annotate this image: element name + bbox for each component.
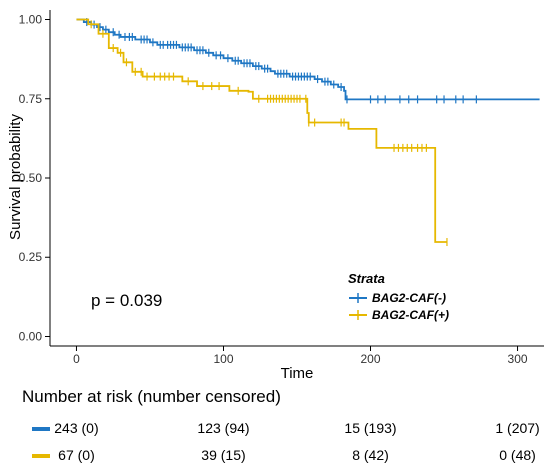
risk-cell: 15 (193) (344, 420, 397, 436)
risk-cell: 243 (0) (54, 420, 99, 436)
legend-entry-1: BAG2-CAF(+) (349, 308, 449, 322)
risk-cell: 67 (0) (58, 447, 95, 463)
risk-row-swatch-1 (32, 454, 50, 458)
x-tick-label: 300 (508, 352, 528, 366)
legend: Strata BAG2-CAF(-) BAG2-CAF(+) (348, 271, 449, 322)
plot-area: 0.00 0.25 0.50 0.75 1.00 0 100 200 300 (19, 10, 544, 366)
km-curve-series-0 (76, 18, 540, 101)
x-axis-label: Time (281, 365, 314, 382)
risk-row-swatch-0 (32, 427, 50, 431)
y-tick-label: 1.00 (19, 13, 43, 27)
risk-cell: 1 (207) (495, 420, 540, 436)
x-tick-label: 0 (73, 352, 80, 366)
km-curve-series-1 (76, 18, 447, 243)
risk-cell: 8 (42) (352, 447, 389, 463)
legend-label-1: BAG2-CAF(+) (372, 308, 449, 322)
legend-title: Strata (348, 271, 385, 286)
risk-table-row-0: 243 (0) 123 (94) 15 (193) 1 (207) (0, 419, 550, 439)
x-tick-label: 100 (213, 352, 233, 366)
legend-entry-0: BAG2-CAF(-) (349, 291, 446, 305)
risk-cell: 123 (94) (197, 420, 250, 436)
risk-cell: 0 (48) (499, 447, 536, 463)
y-tick-label: 0.00 (19, 329, 43, 343)
y-axis-label: Survival probability (7, 114, 24, 240)
legend-label-0: BAG2-CAF(-) (372, 291, 446, 305)
y-tick-label: 0.75 (19, 92, 43, 106)
y-tick-label: 0.25 (19, 250, 43, 264)
y-tick-label: 0.50 (19, 171, 43, 185)
x-tick-label: 200 (360, 352, 380, 366)
risk-cell: 39 (15) (201, 447, 246, 463)
risk-table-row-1: 67 (0) 39 (15) 8 (42) 0 (48) (0, 446, 550, 466)
risk-table-title: Number at risk (number censored) (22, 387, 281, 406)
p-value-annotation: p = 0.039 (91, 291, 162, 310)
